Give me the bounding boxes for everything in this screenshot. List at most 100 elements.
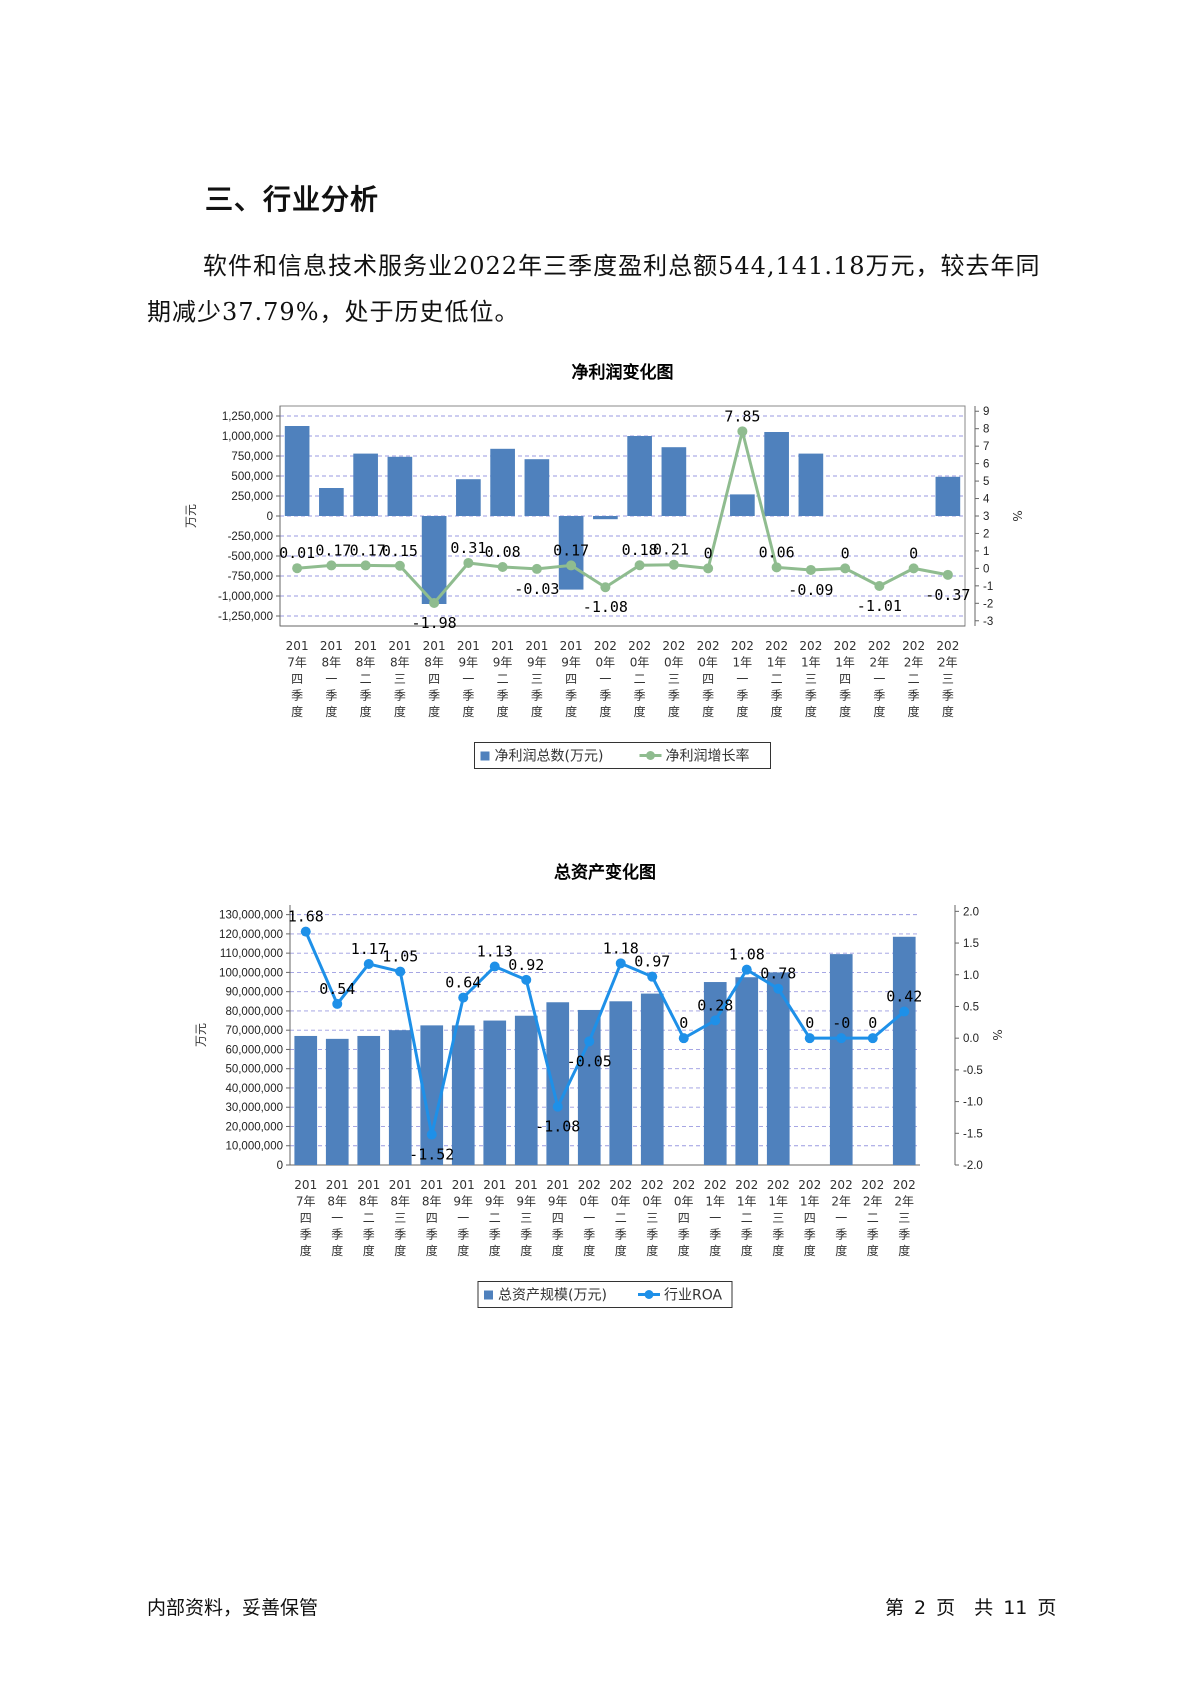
svg-text:二: 二	[741, 1211, 753, 1225]
svg-text:季: 季	[497, 689, 509, 703]
left-tick-label: -500,000	[228, 551, 273, 563]
svg-text:一: 一	[835, 1211, 847, 1225]
svg-text:度: 度	[520, 1243, 532, 1258]
legend-bar-label: 总资产规模(万元)	[498, 1288, 607, 1304]
bar	[325, 1038, 349, 1165]
data-label: 0.17	[350, 541, 386, 559]
y2-axis-label: %	[1010, 510, 1024, 521]
svg-text:四: 四	[300, 1211, 312, 1225]
svg-text:度: 度	[363, 1243, 375, 1258]
bar	[730, 494, 755, 516]
left-tick-label: 130,000,000	[219, 910, 283, 922]
svg-text:8年: 8年	[359, 1195, 379, 1209]
svg-text:季: 季	[678, 1228, 690, 1242]
svg-text:度: 度	[583, 1243, 595, 1258]
svg-text:三: 三	[531, 672, 543, 686]
svg-text:四: 四	[426, 1211, 438, 1225]
svg-text:季: 季	[771, 689, 783, 703]
right-tick-label: -2	[983, 598, 993, 610]
svg-text:度: 度	[908, 704, 920, 719]
svg-text:度: 度	[646, 1243, 658, 1258]
svg-text:度: 度	[839, 704, 851, 719]
right-tick-label: -0.5	[963, 1065, 983, 1077]
data-label: 1.08	[729, 946, 765, 964]
svg-text:0年: 0年	[596, 656, 616, 670]
line-point	[804, 1033, 815, 1044]
svg-text:季: 季	[291, 689, 303, 703]
line-point	[737, 426, 748, 437]
line-point	[836, 1033, 847, 1044]
svg-text:三: 三	[805, 672, 817, 686]
svg-text:季: 季	[489, 1228, 501, 1242]
right-tick-label: 1	[983, 546, 989, 558]
chart-title: 净利润变化图	[572, 362, 674, 383]
line-point	[326, 560, 337, 571]
line-point	[908, 563, 919, 574]
svg-text:202: 202	[893, 1178, 916, 1192]
bar	[387, 456, 413, 516]
svg-text:度: 度	[360, 704, 372, 719]
svg-text:201: 201	[357, 1178, 380, 1192]
data-label: 0.31	[450, 539, 486, 557]
svg-text:202: 202	[641, 1178, 664, 1192]
svg-text:201: 201	[457, 639, 480, 653]
data-label: 1.05	[382, 948, 418, 966]
data-label: -0.37	[925, 586, 970, 604]
data-label: 0.17	[553, 541, 589, 559]
data-label: 0.01	[279, 544, 315, 562]
bar	[661, 447, 687, 516]
right-tick-label: 3	[983, 511, 989, 523]
svg-text:三: 三	[772, 1211, 784, 1225]
bar	[483, 1020, 507, 1165]
data-label: -0.03	[514, 580, 559, 598]
svg-text:季: 季	[615, 1228, 627, 1242]
line-point	[840, 563, 851, 574]
svg-text:201: 201	[525, 639, 548, 653]
svg-text:7年: 7年	[296, 1195, 316, 1209]
bar	[353, 453, 378, 516]
right-tick-label: 4	[983, 494, 990, 506]
svg-text:201: 201	[326, 1178, 349, 1192]
svg-text:季: 季	[520, 1228, 532, 1242]
svg-text:7年: 7年	[287, 656, 307, 670]
line-point	[531, 563, 542, 574]
svg-text:季: 季	[709, 1228, 721, 1242]
legend-box	[477, 1281, 733, 1308]
svg-text:9年: 9年	[527, 656, 547, 670]
svg-text:季: 季	[736, 689, 748, 703]
line-point	[600, 582, 611, 593]
line-point	[899, 1006, 910, 1017]
left-tick-label: -750,000	[228, 571, 273, 583]
data-label: 0	[868, 1014, 877, 1032]
right-tick-label: -1	[983, 581, 993, 593]
left-tick-label: 90,000,000	[225, 987, 283, 999]
svg-text:季: 季	[394, 1228, 406, 1242]
left-tick-label: -250,000	[228, 531, 273, 543]
svg-text:202: 202	[628, 639, 651, 653]
svg-text:一: 一	[583, 1211, 595, 1225]
svg-text:0年: 0年	[630, 656, 650, 670]
bar	[577, 1009, 601, 1165]
svg-text:202: 202	[861, 1178, 884, 1192]
svg-text:四: 四	[678, 1211, 690, 1225]
left-tick-label: -1,000,000	[218, 591, 273, 603]
left-tick-label: 1,000,000	[222, 431, 273, 443]
svg-text:201: 201	[320, 639, 343, 653]
line-point	[521, 974, 532, 985]
data-label: 1.68	[288, 908, 324, 926]
series-line	[304, 931, 906, 1135]
svg-text:季: 季	[805, 689, 817, 703]
svg-text:度: 度	[565, 704, 577, 719]
svg-text:二: 二	[908, 672, 920, 686]
line-point	[805, 564, 816, 575]
data-label: 0.97	[634, 953, 670, 971]
